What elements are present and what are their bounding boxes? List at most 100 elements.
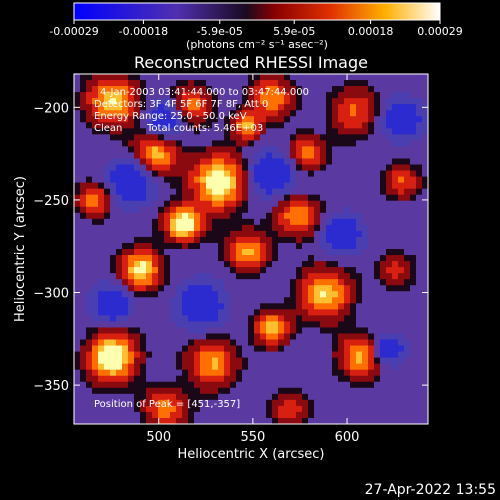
heatmap-cell	[338, 206, 345, 214]
heatmap-cell	[212, 158, 219, 166]
heatmap-cell	[218, 381, 225, 389]
heatmap-cell	[284, 357, 291, 365]
heatmap-cell	[128, 170, 135, 178]
heatmap-cell	[362, 411, 369, 419]
heatmap-cell	[224, 74, 231, 81]
heatmap-cell	[326, 273, 333, 280]
heatmap-cell	[392, 218, 399, 226]
heatmap-cell	[152, 152, 159, 160]
heatmap-cell	[356, 140, 363, 148]
heatmap-cell	[200, 158, 207, 166]
heatmap-cell	[284, 315, 291, 323]
heatmap-cell	[146, 134, 153, 141]
heatmap-cell	[290, 92, 297, 99]
heatmap-cell	[242, 92, 249, 99]
heatmap-cell	[200, 327, 207, 335]
heatmap-cell	[206, 357, 213, 365]
heatmap-cell	[344, 339, 351, 347]
heatmap-cell	[116, 327, 123, 335]
heatmap-cell	[134, 194, 141, 202]
heatmap-cell	[134, 381, 141, 389]
heatmap-cell	[92, 98, 99, 105]
heatmap-cell	[170, 236, 177, 244]
heatmap-cell	[170, 188, 177, 196]
heatmap-cell	[398, 303, 405, 310]
heatmap-cell	[110, 351, 117, 359]
heatmap-cell	[344, 212, 351, 220]
heatmap-cell	[296, 261, 303, 268]
heatmap-cell	[104, 321, 111, 329]
heatmap-cell	[350, 212, 357, 220]
heatmap-cell	[392, 375, 399, 383]
heatmap-cell	[380, 405, 387, 413]
heatmap-cell	[170, 98, 177, 105]
heatmap-cell	[386, 122, 393, 129]
heatmap-cell	[356, 98, 363, 105]
heatmap-cell	[74, 351, 81, 359]
heatmap-cell	[344, 116, 351, 123]
heatmap-cell	[398, 224, 405, 232]
heatmap-cell	[206, 224, 213, 232]
heatmap-cell	[368, 200, 375, 208]
heatmap-cell	[272, 315, 279, 323]
heatmap-cell	[140, 351, 147, 359]
heatmap-cell	[320, 291, 327, 298]
heatmap-cell	[74, 176, 81, 184]
heatmap-cell	[302, 212, 309, 220]
heatmap-cell	[74, 255, 81, 262]
heatmap-cell	[350, 200, 357, 208]
heatmap-cell	[284, 104, 291, 111]
heatmap-cell	[158, 176, 165, 184]
heatmap-cell	[224, 230, 231, 238]
heatmap-cell	[272, 176, 279, 184]
heatmap-cell	[128, 327, 135, 335]
heatmap-cell	[386, 194, 393, 202]
heatmap-cell	[110, 134, 117, 141]
heatmap-cell	[410, 297, 417, 304]
heatmap-cell	[116, 128, 123, 135]
heatmap-cell	[386, 218, 393, 226]
heatmap-cell	[146, 297, 153, 304]
heatmap-cell	[368, 116, 375, 123]
heatmap-cell	[80, 158, 87, 166]
heatmap-cell	[410, 188, 417, 196]
heatmap-cell	[368, 273, 375, 280]
heatmap-cell	[152, 291, 159, 298]
heatmap-cell	[248, 182, 255, 190]
heatmap-cell	[266, 122, 273, 129]
heatmap-cell	[206, 291, 213, 298]
heatmap-cell	[296, 333, 303, 341]
heatmap-cell	[140, 309, 147, 316]
heatmap-cell	[158, 399, 165, 407]
heatmap-cell	[374, 369, 381, 377]
heatmap-cell	[410, 176, 417, 184]
heatmap-cell	[386, 230, 393, 238]
heatmap-cell	[200, 230, 207, 238]
heatmap-cell	[74, 98, 81, 105]
heatmap-cell	[218, 279, 225, 286]
heatmap-cell	[290, 152, 297, 160]
heatmap-cell	[416, 261, 423, 268]
heatmap-cell	[302, 218, 309, 226]
heatmap-cell	[110, 303, 117, 310]
heatmap-cell	[152, 357, 159, 365]
heatmap-cell	[404, 315, 411, 323]
heatmap-cell	[284, 170, 291, 178]
heatmap-cell	[194, 255, 201, 262]
heatmap-cell	[392, 279, 399, 286]
heatmap-cell	[338, 212, 345, 220]
heatmap-cell	[224, 399, 231, 407]
heatmap-cell	[356, 134, 363, 141]
heatmap-cell	[320, 249, 327, 256]
heatmap-cell	[230, 279, 237, 286]
heatmap-cell	[290, 357, 297, 365]
heatmap-cell	[344, 369, 351, 377]
heatmap-cell	[392, 291, 399, 298]
heatmap-cell	[368, 399, 375, 407]
heatmap-cell	[260, 212, 267, 220]
heatmap-cell	[206, 140, 213, 148]
heatmap-cell	[74, 363, 81, 371]
heatmap-cell	[80, 146, 87, 154]
heatmap-cell	[164, 182, 171, 190]
heatmap-cell	[164, 393, 171, 401]
